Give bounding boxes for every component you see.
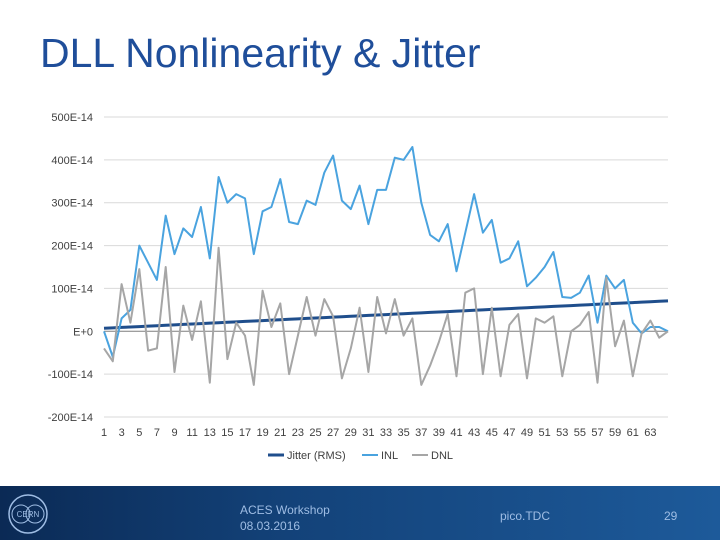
x-tick-label: 25 [309, 427, 321, 439]
legend-label: Jitter (RMS) [287, 450, 346, 462]
legend-label: INL [381, 450, 398, 462]
legend-label: DNL [431, 450, 453, 462]
x-tick-label: 1 [101, 427, 107, 439]
x-tick-label: 5 [136, 427, 142, 439]
x-tick-label: 29 [345, 427, 357, 439]
slide-footer: CERN ACES Workshop 08.03.2016 pico.TDC 2… [0, 486, 720, 540]
footer-event-date: 08.03.2016 [240, 519, 301, 533]
x-tick-label: 35 [398, 427, 410, 439]
x-tick-label: 63 [644, 427, 656, 439]
line-chart: 500E-14 400E-14 300E-14 200E-14 100E-14 E+0 -1… [48, 112, 669, 462]
page-number: 29 [664, 509, 678, 523]
y-tick-label: -200E-14 [48, 412, 93, 424]
x-tick-label: 11 [186, 427, 197, 439]
x-tick-label: 53 [556, 427, 568, 439]
x-tick-label: 51 [539, 427, 551, 439]
footer-event: ACES Workshop 08.03.2016 [240, 502, 330, 534]
x-tick-label: 27 [327, 427, 339, 439]
gridlines [104, 116, 668, 418]
footer-event-name: ACES Workshop [240, 503, 330, 517]
x-tick-label: 47 [503, 427, 515, 439]
series-jitter-line [103, 299, 669, 330]
x-tick-label: 41 [450, 427, 462, 439]
footer-project: pico.TDC [500, 509, 551, 523]
x-tick-label: 61 [627, 427, 639, 439]
y-tick-label: 100E-14 [51, 283, 93, 295]
legend: Jitter (RMS) INL DNL [268, 450, 453, 462]
svg-text:CERN: CERN [17, 510, 40, 519]
x-tick-label: 3 [119, 427, 125, 439]
y-tick-labels: 500E-14 400E-14 300E-14 200E-14 100E-14 E+0 -1… [48, 112, 93, 424]
x-tick-label: 19 [257, 427, 269, 439]
x-tick-label: 39 [433, 427, 445, 439]
series-inl-line [103, 146, 669, 358]
y-tick-label: 200E-14 [51, 241, 93, 253]
y-tick-label: 300E-14 [51, 198, 93, 210]
series-lines [103, 146, 669, 386]
x-tick-label: 31 [362, 427, 374, 439]
x-tick-label: 49 [521, 427, 533, 439]
x-tick-label: 13 [204, 427, 216, 439]
x-tick-labels: 1 3 5 7 9 11 13 15 17 19 21 23 25 27 29 31 33 35 37 39 41 43 4… [101, 427, 657, 439]
x-tick-label: 55 [574, 427, 586, 439]
cern-logo-icon: CERN [8, 494, 48, 534]
x-tick-label: 9 [171, 427, 177, 439]
slide-title: DLL Nonlinearity & Jitter [40, 30, 481, 76]
x-tick-label: 21 [274, 427, 286, 439]
x-tick-label: 7 [154, 427, 160, 439]
x-tick-label: 33 [380, 427, 392, 439]
y-tick-label: -100E-14 [48, 369, 93, 381]
x-tick-label: 17 [239, 427, 251, 439]
x-tick-label: 57 [591, 427, 603, 439]
x-tick-label: 45 [486, 427, 498, 439]
x-tick-label: 59 [609, 427, 621, 439]
y-tick-label: 400E-14 [51, 155, 93, 167]
x-tick-label: 23 [292, 427, 304, 439]
y-tick-label: E+0 [73, 326, 93, 338]
x-tick-label: 43 [468, 427, 480, 439]
x-tick-label: 15 [221, 427, 233, 439]
y-tick-label: 500E-14 [51, 112, 93, 124]
series-dnl-line [103, 246, 669, 386]
x-tick-label: 37 [415, 427, 427, 439]
